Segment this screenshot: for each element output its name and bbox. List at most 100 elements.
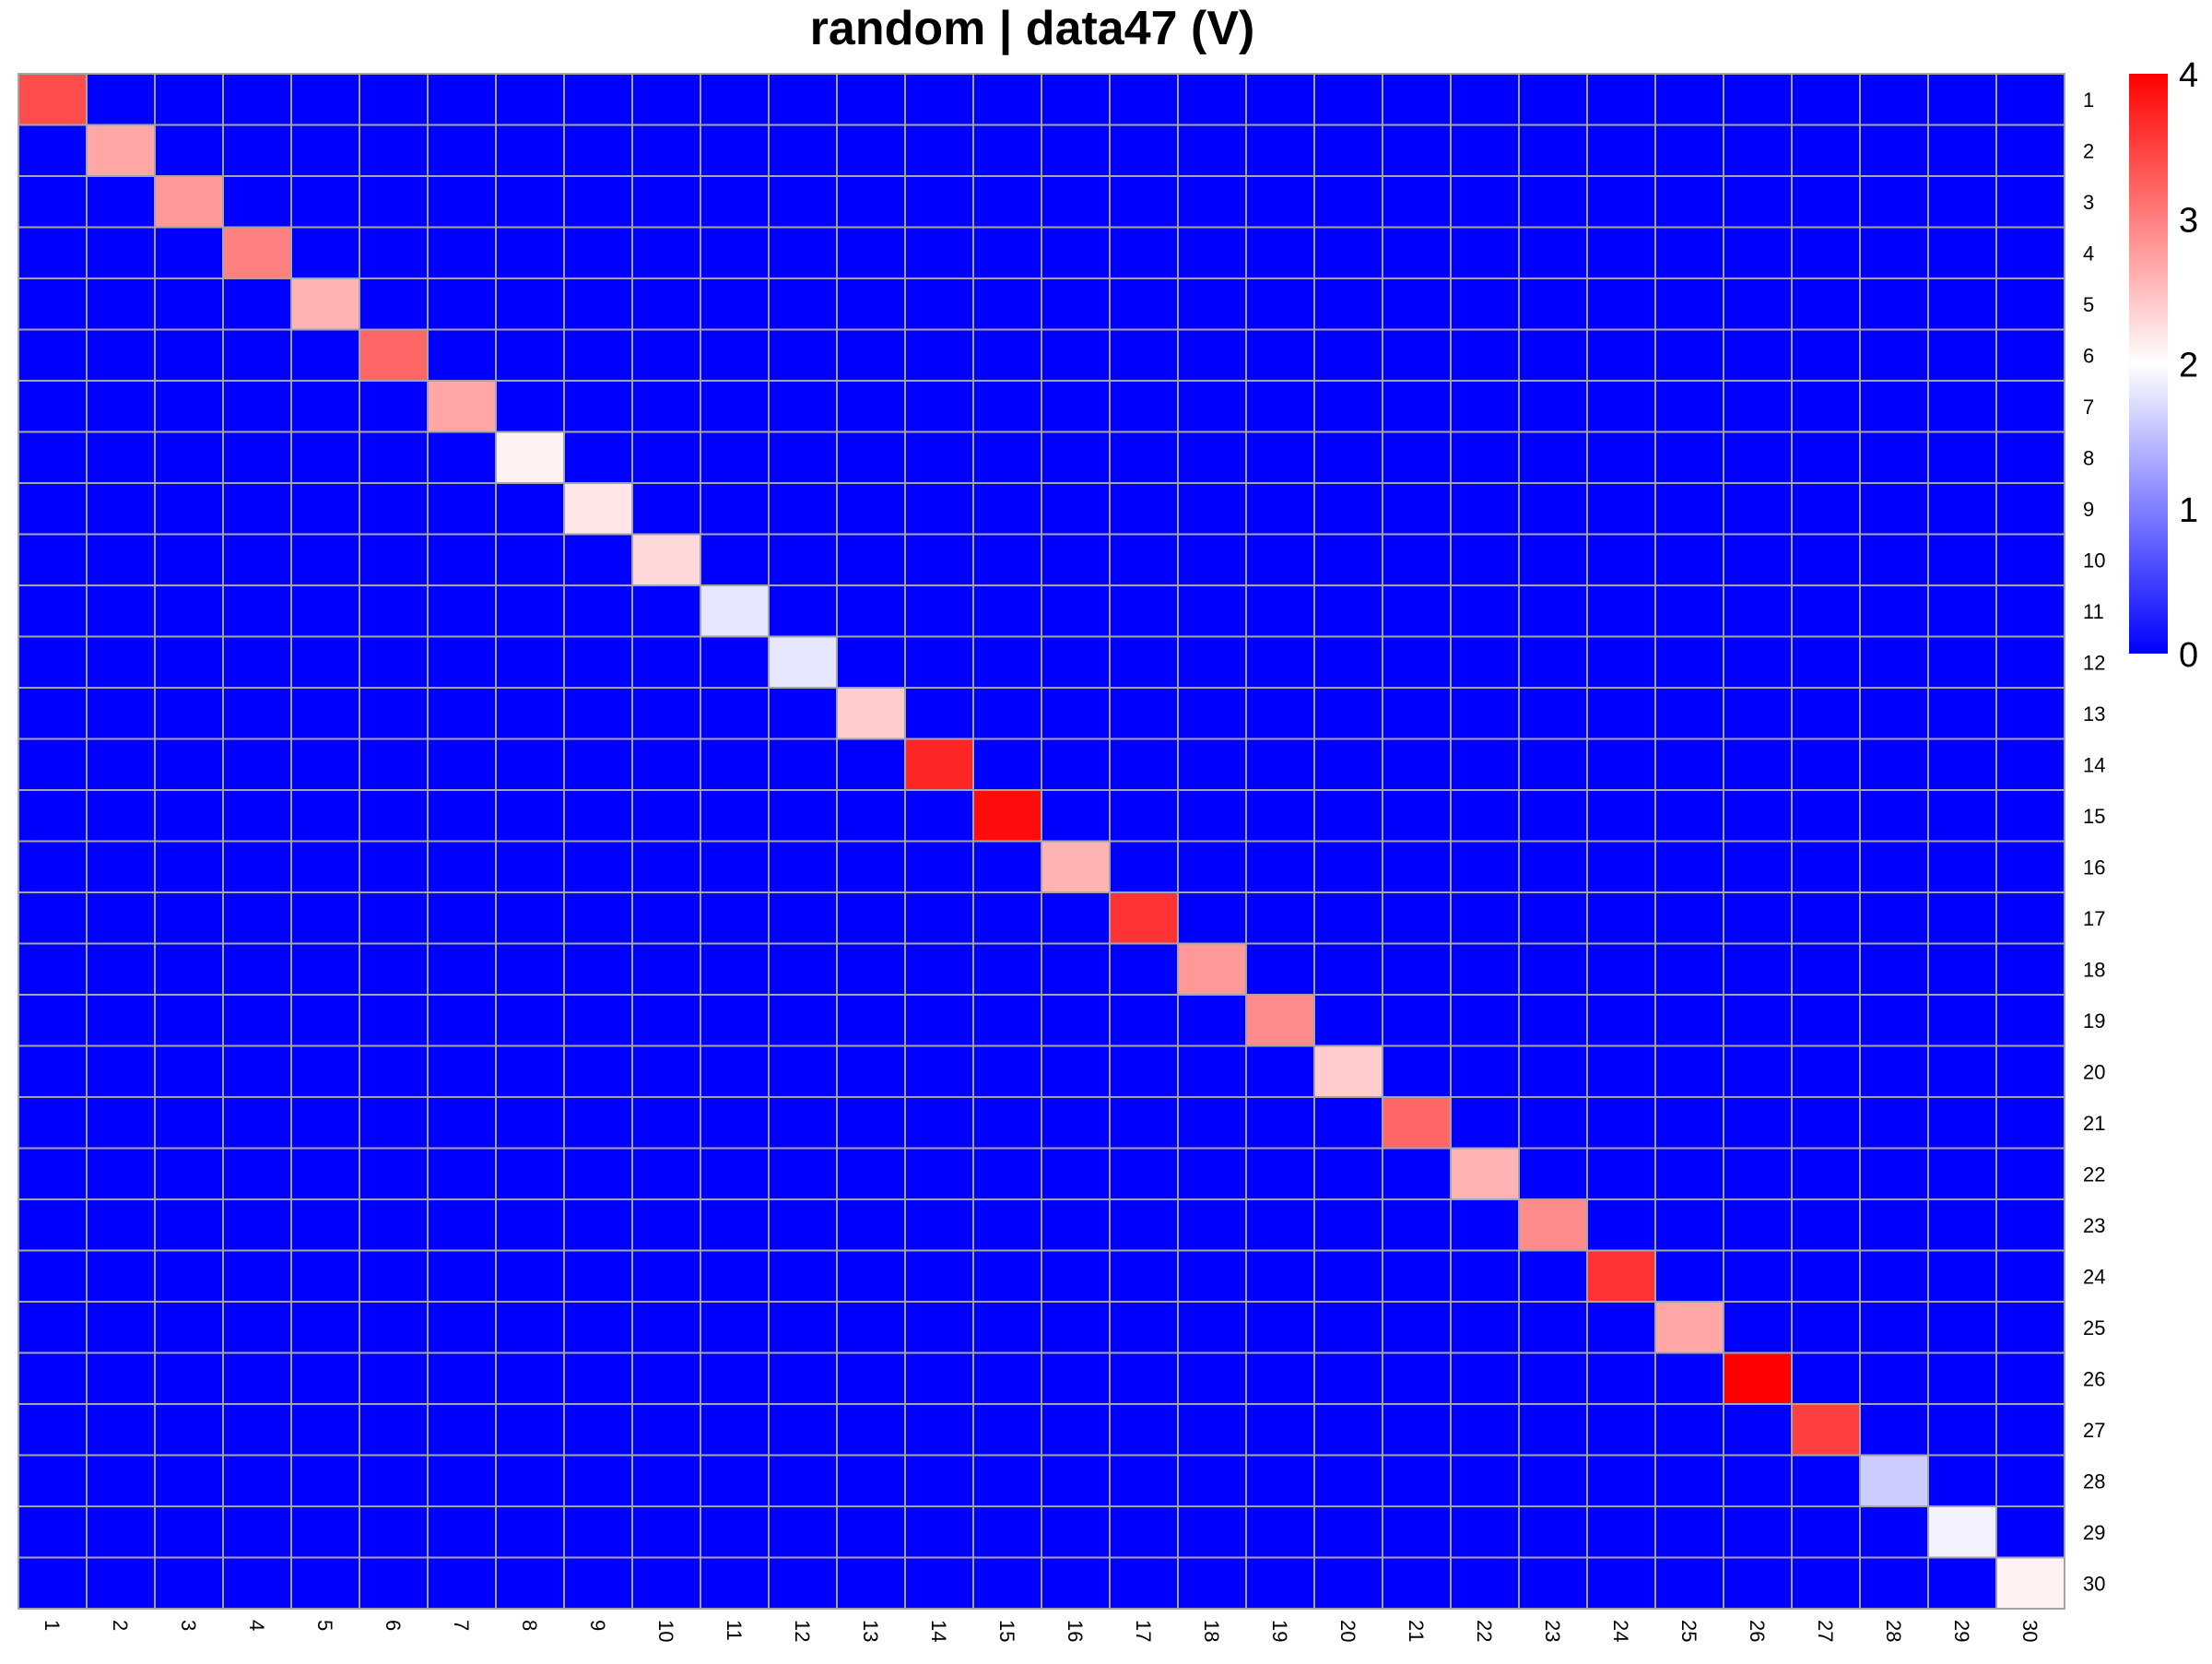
heatmap-cell-r16-c2 [86, 840, 156, 893]
heatmap-cell-r1-c23 [1518, 73, 1588, 126]
heatmap-cell-r17-c20 [1313, 891, 1383, 945]
heatmap-cell-r14-c14 [904, 738, 974, 791]
heatmap-cell-r17-c27 [1791, 891, 1861, 945]
heatmap-cell-r13-c2 [86, 687, 156, 740]
heatmap-cell-r14-c21 [1382, 738, 1452, 791]
heatmap-cell-r21-c18 [1177, 1096, 1247, 1150]
heatmap-cell-r2-c25 [1654, 124, 1724, 177]
heatmap-cell-r22-c8 [495, 1147, 565, 1200]
heatmap-cell-r5-c7 [427, 277, 497, 331]
heatmap-cell-r30-c9 [563, 1556, 633, 1610]
heatmap-cell-r13-c25 [1654, 687, 1724, 740]
heatmap-cell-r21-c25 [1654, 1096, 1724, 1150]
heatmap-cell-r18-c24 [1586, 942, 1656, 996]
heatmap-cell-r26-c7 [427, 1351, 497, 1405]
heatmap-cell-r10-c17 [1109, 533, 1179, 586]
heatmap-cell-r20-c15 [972, 1044, 1042, 1098]
heatmap-cell-r5-c16 [1041, 277, 1111, 331]
heatmap-cell-r20-c7 [427, 1044, 497, 1098]
heatmap-cell-r14-c25 [1654, 738, 1724, 791]
heatmap-cell-r29-c19 [1245, 1505, 1315, 1559]
heatmap-cell-r2-c20 [1313, 124, 1383, 177]
heatmap-cell-r28-c7 [427, 1454, 497, 1507]
heatmap-cell-r30-c13 [836, 1556, 906, 1610]
heatmap-cell-r2-c9 [563, 124, 633, 177]
heatmap-cell-r5-c19 [1245, 277, 1315, 331]
heatmap-cell-r11-c19 [1245, 584, 1315, 638]
heatmap-cell-r16-c30 [1995, 840, 2065, 893]
heatmap-cell-r11-c10 [631, 584, 701, 638]
row-label: 12 [2083, 651, 2105, 674]
heatmap-cell-r9-c20 [1313, 482, 1383, 536]
heatmap-cell-r14-c1 [18, 738, 88, 791]
heatmap-cell-r20-c20 [1313, 1044, 1383, 1098]
heatmap-cell-r9-c10 [631, 482, 701, 536]
heatmap-cell-r27-c21 [1382, 1403, 1452, 1457]
heatmap-cell-r18-c14 [904, 942, 974, 996]
heatmap-cell-r23-c5 [290, 1198, 360, 1252]
heatmap-cell-r25-c6 [359, 1301, 429, 1354]
heatmap-cell-r12-c11 [700, 635, 770, 689]
heatmap-cell-r18-c30 [1995, 942, 2065, 996]
heatmap-cell-r27-c1 [18, 1403, 88, 1457]
heatmap-cell-r15-c28 [1859, 789, 1929, 843]
heatmap-cell-r7-c19 [1245, 380, 1315, 433]
heatmap-cell-r22-c11 [700, 1147, 770, 1200]
heatmap-cell-r17-c11 [700, 891, 770, 945]
heatmap-cell-r27-c13 [836, 1403, 906, 1457]
heatmap-cell-r7-c23 [1518, 380, 1588, 433]
heatmap-cell-r29-c15 [972, 1505, 1042, 1559]
colorbar-gradient [2129, 74, 2168, 654]
heatmap-cell-r15-c1 [18, 789, 88, 843]
heatmap-cell-r4-c17 [1109, 226, 1179, 279]
heatmap-cell-r23-c25 [1654, 1198, 1724, 1252]
heatmap-cell-r13-c3 [154, 687, 224, 740]
heatmap-cell-r19-c27 [1791, 994, 1861, 1047]
heatmap-cell-r4-c19 [1245, 226, 1315, 279]
heatmap-cell-r18-c12 [768, 942, 838, 996]
heatmap-cell-r21-c10 [631, 1096, 701, 1150]
heatmap-cell-r28-c11 [700, 1454, 770, 1507]
heatmap-cell-r23-c4 [222, 1198, 292, 1252]
heatmap-cell-r18-c7 [427, 942, 497, 996]
heatmap-cell-r12-c18 [1177, 635, 1247, 689]
heatmap-cell-r30-c16 [1041, 1556, 1111, 1610]
heatmap-cell-r19-c1 [18, 994, 88, 1047]
heatmap-cell-r24-c4 [222, 1249, 292, 1303]
heatmap-cell-r4-c29 [1927, 226, 1997, 279]
heatmap-cell-r19-c24 [1586, 994, 1656, 1047]
heatmap-cell-r14-c19 [1245, 738, 1315, 791]
heatmap-cell-r5-c24 [1586, 277, 1656, 331]
heatmap-cell-r19-c10 [631, 994, 701, 1047]
heatmap-cell-r10-c29 [1927, 533, 1997, 586]
heatmap-cell-r25-c21 [1382, 1301, 1452, 1354]
heatmap-cell-r22-c10 [631, 1147, 701, 1200]
heatmap-cell-r28-c3 [154, 1454, 224, 1507]
heatmap-cell-r27-c17 [1109, 1403, 1179, 1457]
heatmap-cell-r11-c4 [222, 584, 292, 638]
heatmap-cell-r22-c24 [1586, 1147, 1656, 1200]
heatmap-cell-r4-c10 [631, 226, 701, 279]
heatmap-cell-r5-c6 [359, 277, 429, 331]
heatmap-cell-r15-c4 [222, 789, 292, 843]
heatmap-cell-r30-c25 [1654, 1556, 1724, 1610]
heatmap-cell-r6-c1 [18, 328, 88, 382]
heatmap-cell-r25-c15 [972, 1301, 1042, 1354]
heatmap-cell-r13-c10 [631, 687, 701, 740]
heatmap-cell-r4-c28 [1859, 226, 1929, 279]
row-label: 9 [2083, 498, 2094, 521]
heatmap-cell-r3-c16 [1041, 175, 1111, 229]
heatmap-cell-r6-c28 [1859, 328, 1929, 382]
heatmap-cell-r5-c23 [1518, 277, 1588, 331]
heatmap-cell-r6-c19 [1245, 328, 1315, 382]
heatmap-cell-r23-c6 [359, 1198, 429, 1252]
heatmap-cell-r13-c5 [290, 687, 360, 740]
heatmap-cell-r5-c22 [1450, 277, 1520, 331]
heatmap-cell-r17-c10 [631, 891, 701, 945]
heatmap-cell-r10-c16 [1041, 533, 1111, 586]
heatmap-cell-r7-c28 [1859, 380, 1929, 433]
heatmap-cell-r3-c4 [222, 175, 292, 229]
heatmap-cell-r13-c24 [1586, 687, 1656, 740]
heatmap-cell-r4-c30 [1995, 226, 2065, 279]
heatmap-cell-r21-c8 [495, 1096, 565, 1150]
